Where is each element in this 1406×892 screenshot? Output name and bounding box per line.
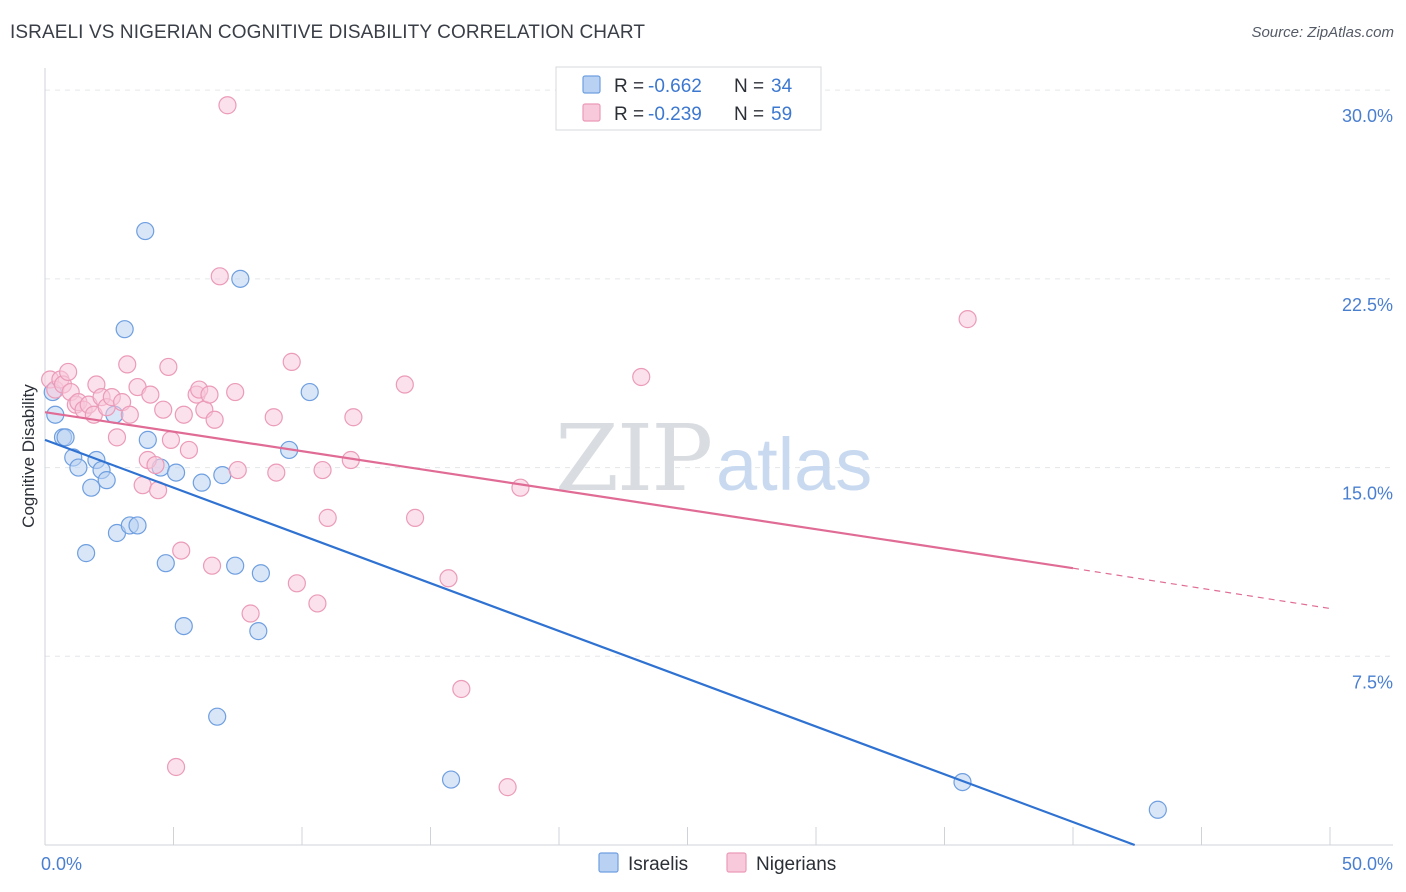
point-nigerians-39 [218,96,237,115]
point-israelis-19 [156,554,175,573]
y-tick-label-1: 15.0% [1342,484,1393,504]
bottom-legend: Israelis Nigerians [598,852,836,875]
point-nigerians-38 [210,267,229,286]
legend-n-label-israelis: N = [734,76,764,97]
bottom-legend-swatch-nigerians [726,852,747,873]
point-nigerians-44 [267,463,286,482]
point-nigerians-30 [174,405,193,424]
point-israelis-33 [1148,800,1167,819]
legend-n-value-nigerians: 59 [771,104,792,125]
point-nigerians-49 [318,508,337,527]
point-nigerians-42 [241,604,260,623]
point-nigerians-46 [287,574,306,593]
point-israelis-15 [128,516,147,535]
point-israelis-5 [69,458,88,477]
point-nigerians-54 [439,569,458,588]
legend-swatch-nigerians [582,103,601,122]
point-nigerians-55 [452,679,471,699]
point-israelis-16 [136,221,155,241]
watermark-atlas: atlas [716,423,872,506]
bottom-legend-swatch-israelis [598,852,619,873]
point-nigerians-48 [313,460,332,480]
point-nigerians-43 [264,408,283,427]
watermark: ZIP atlas [555,405,872,512]
legend-r-label-nigerians: R = [614,104,644,125]
point-israelis-27 [249,622,268,641]
point-nigerians-51 [344,408,363,427]
legend-n-label-nigerians: N = [734,104,764,125]
point-israelis-22 [192,473,211,492]
point-nigerians-40 [226,382,245,402]
chart-title: ISRAELI VS NIGERIAN COGNITIVE DISABILITY… [10,22,646,43]
point-nigerians-53 [405,508,425,527]
point-israelis-31 [441,770,461,789]
trend-line-nigerians [44,411,1074,570]
grid-lines [45,89,1393,657]
point-israelis-20 [166,463,186,482]
legend: R = -0.662 N = 34 R = -0.239 N = 59 [555,66,822,131]
y-tick-label-3: 30.0% [1342,106,1393,126]
point-nigerians-22 [141,385,160,404]
point-israelis-24 [213,466,232,485]
x-tick-label-0: 0.0% [41,854,82,874]
source-label: Source: ZipAtlas.com [1251,24,1394,41]
bottom-legend-label-israelis: Israelis [628,854,688,875]
point-nigerians-23 [146,455,165,475]
trend-line-israelis [44,438,1136,847]
legend-n-value-israelis: 34 [771,76,793,97]
point-nigerians-31 [179,440,199,460]
point-israelis-6 [77,544,96,563]
point-nigerians-35 [200,385,219,404]
point-nigerians-29 [172,541,191,560]
point-nigerians-25 [154,400,173,419]
point-nigerians-18 [120,405,139,424]
trend-lines [44,411,1331,847]
point-nigerians-26 [159,357,178,377]
point-nigerians-4 [59,362,78,382]
point-nigerians-57 [511,478,530,497]
point-israelis-30 [300,382,319,402]
point-israelis-26 [231,269,250,288]
point-nigerians-36 [202,556,222,575]
point-israelis-23 [208,707,227,726]
point-nigerians-47 [308,594,327,613]
point-israelis-3 [56,428,75,447]
data-points [41,96,1167,819]
y-tick-label-2: 22.5% [1342,295,1393,315]
axes [44,68,1393,846]
point-israelis-21 [174,616,193,636]
point-nigerians-52 [395,375,414,394]
y-tick-label-0: 7.5% [1352,672,1393,692]
watermark-zip: ZIP [555,405,711,512]
point-nigerians-15 [107,428,127,447]
y-axis-label: Cognitive Disability [19,384,38,528]
point-nigerians-37 [205,410,224,429]
point-israelis-25 [226,556,245,575]
point-nigerians-41 [228,460,247,480]
legend-r-label-israelis: R = [614,76,644,97]
legend-r-value-nigerians: -0.239 [648,104,702,125]
legend-r-value-israelis: -0.662 [648,76,702,97]
point-israelis-7 [82,478,101,497]
point-israelis-10 [97,471,116,490]
bottom-legend-label-nigerians: Nigerians [756,854,836,875]
point-nigerians-27 [161,430,181,449]
point-nigerians-59 [958,310,977,329]
trend-line-nigerians-extension [1072,567,1331,610]
point-nigerians-56 [498,778,517,797]
point-israelis-13 [115,320,134,339]
tick-labels: 7.5% 15.0% 22.5% 30.0% 0.0% 50.0% [41,106,1393,874]
point-israelis-17 [138,430,157,449]
point-nigerians-17 [118,355,137,374]
point-nigerians-58 [632,367,651,387]
point-nigerians-28 [166,757,186,777]
point-nigerians-45 [282,352,301,371]
point-israelis-28 [251,564,270,583]
x-tick-label-1: 50.0% [1342,854,1393,874]
legend-swatch-israelis [582,75,601,94]
